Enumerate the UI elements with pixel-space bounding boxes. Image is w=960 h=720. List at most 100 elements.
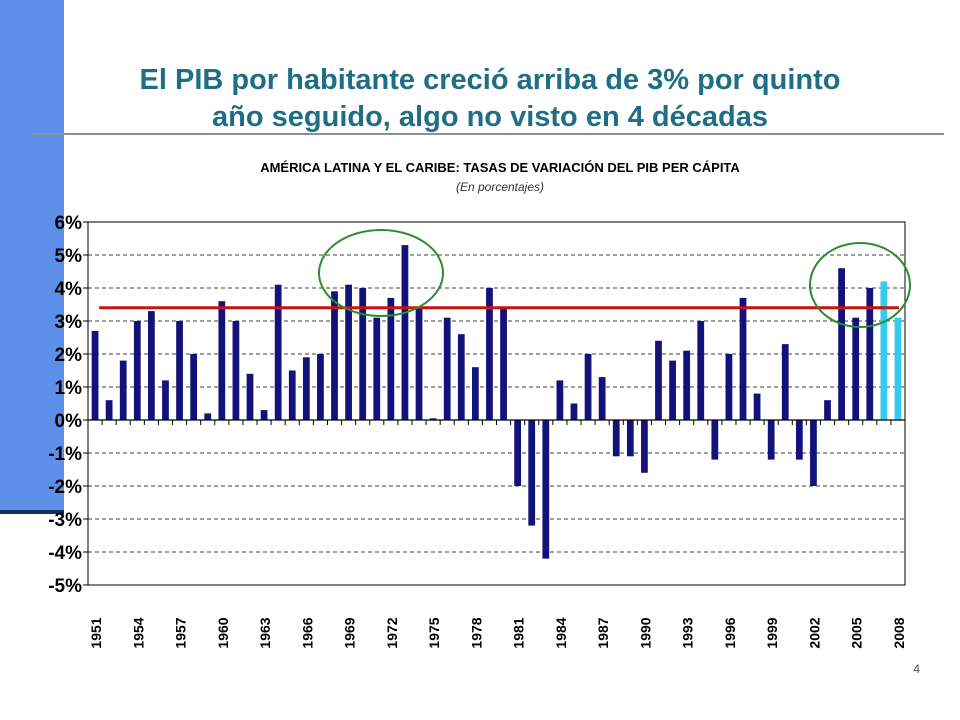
y-tick-label: -3% bbox=[48, 510, 82, 531]
bar-1991 bbox=[655, 340, 662, 420]
x-tick-label: 1975 bbox=[426, 617, 442, 648]
bar-1996 bbox=[725, 354, 733, 420]
y-tick-label: -5% bbox=[48, 576, 82, 597]
title-divider bbox=[32, 133, 944, 135]
bar-2007 bbox=[880, 281, 888, 420]
bar-1973 bbox=[401, 245, 409, 420]
x-tick-label: 1981 bbox=[511, 617, 527, 648]
bar-1964 bbox=[274, 284, 282, 420]
plot-frame bbox=[87, 221, 906, 586]
x-tick-label: 1996 bbox=[722, 617, 738, 648]
bar-1962 bbox=[246, 373, 254, 420]
bar-2002 bbox=[810, 420, 817, 486]
bar-2000 bbox=[781, 344, 789, 420]
slide-title-line-1: El PIB por habitante creció arriba de 3%… bbox=[139, 64, 841, 96]
bar-1982 bbox=[528, 420, 536, 526]
bar-1959 bbox=[204, 413, 212, 420]
bar-2008 bbox=[894, 317, 902, 420]
bar-1989 bbox=[626, 420, 634, 457]
bar-1987 bbox=[598, 377, 606, 420]
bar-2005 bbox=[852, 317, 860, 420]
bar-1953 bbox=[119, 360, 127, 420]
bar-2001 bbox=[795, 420, 803, 460]
y-tick-label: 1% bbox=[55, 378, 83, 399]
x-tick-label: 1951 bbox=[88, 617, 104, 648]
chart-subtitle: (En porcentajes) bbox=[455, 180, 545, 194]
bar-1981 bbox=[514, 420, 522, 486]
x-tick-label: 1960 bbox=[215, 617, 231, 648]
y-tick-label: 3% bbox=[55, 312, 83, 333]
bar-1971 bbox=[373, 317, 381, 420]
bar-1966 bbox=[302, 357, 310, 420]
x-tick-label: 1966 bbox=[299, 617, 315, 648]
x-tick-label: 1972 bbox=[384, 617, 400, 648]
bar-1986 bbox=[584, 354, 592, 420]
slide-title: El PIB por habitante creció arriba de 3%… bbox=[70, 62, 910, 136]
x-tick-label: 1963 bbox=[257, 617, 273, 648]
bar-1955 bbox=[148, 311, 155, 420]
y-tick-label: 2% bbox=[55, 345, 83, 366]
x-tick-label: 1984 bbox=[553, 617, 569, 648]
bar-1993 bbox=[683, 350, 691, 420]
bar-1958 bbox=[190, 354, 198, 420]
bar-1954 bbox=[133, 321, 141, 420]
bar-1974 bbox=[415, 307, 423, 420]
bar-1956 bbox=[162, 380, 169, 420]
bar-1972 bbox=[387, 297, 395, 420]
y-tick-label: -2% bbox=[48, 477, 82, 498]
x-tick-label: 1969 bbox=[342, 617, 358, 648]
x-tick-label: 1978 bbox=[468, 617, 484, 648]
bar-1995 bbox=[711, 420, 719, 460]
bar-2003 bbox=[824, 400, 831, 420]
bar-1998 bbox=[753, 393, 761, 420]
highlight-circle-1970s bbox=[318, 229, 444, 317]
x-tick-label: 2005 bbox=[849, 617, 865, 648]
bar-1960 bbox=[218, 301, 226, 420]
bar-1978 bbox=[471, 367, 479, 420]
bar-1975 bbox=[429, 418, 437, 420]
y-tick-label: 5% bbox=[55, 246, 83, 267]
bar-2006 bbox=[866, 288, 874, 420]
bar-1961 bbox=[232, 321, 240, 420]
bar-1979 bbox=[486, 288, 493, 420]
accent-sidebar bbox=[0, 0, 64, 512]
bar-1957 bbox=[176, 321, 183, 420]
bar-1980 bbox=[500, 307, 507, 420]
x-tick-label: 2008 bbox=[891, 617, 907, 648]
bar-1990 bbox=[641, 420, 648, 473]
highlight-circle-2000s bbox=[809, 242, 911, 328]
x-tick-label: 2002 bbox=[806, 617, 822, 648]
bar-1988 bbox=[612, 420, 620, 457]
y-tick-label: -1% bbox=[48, 444, 82, 465]
accent-underline bbox=[0, 510, 64, 514]
page-number: 4 bbox=[913, 662, 920, 676]
bar-2004 bbox=[838, 268, 845, 420]
y-tick-label: 0% bbox=[55, 411, 83, 432]
bar-1984 bbox=[556, 380, 564, 420]
bar-1992 bbox=[669, 360, 676, 420]
bar-1994 bbox=[697, 321, 705, 420]
bar-1999 bbox=[767, 420, 775, 460]
slide-title-line-2: año seguido, algo no visto en 4 décadas bbox=[212, 101, 768, 133]
bar-1997 bbox=[739, 297, 747, 420]
bar-1967 bbox=[317, 354, 324, 420]
bar-1969 bbox=[345, 284, 352, 420]
bar-1970 bbox=[359, 288, 367, 420]
x-tick-label: 1957 bbox=[173, 617, 189, 648]
bar-1963 bbox=[260, 410, 268, 420]
x-tick-label: 1990 bbox=[637, 617, 653, 648]
y-tick-label: 6% bbox=[55, 213, 83, 234]
bar-1965 bbox=[288, 370, 296, 420]
y-tick-label: -4% bbox=[48, 543, 82, 564]
bar-1968 bbox=[331, 291, 338, 420]
bar-1985 bbox=[570, 403, 578, 420]
bar-1951 bbox=[91, 330, 99, 420]
x-tick-label: 1993 bbox=[680, 617, 696, 648]
bar-1952 bbox=[105, 400, 113, 420]
bar-1976 bbox=[443, 317, 451, 420]
bar-1977 bbox=[457, 334, 465, 420]
x-tick-label: 1999 bbox=[764, 617, 780, 648]
x-tick-label: 1954 bbox=[130, 617, 146, 648]
y-tick-label: 4% bbox=[55, 279, 83, 300]
